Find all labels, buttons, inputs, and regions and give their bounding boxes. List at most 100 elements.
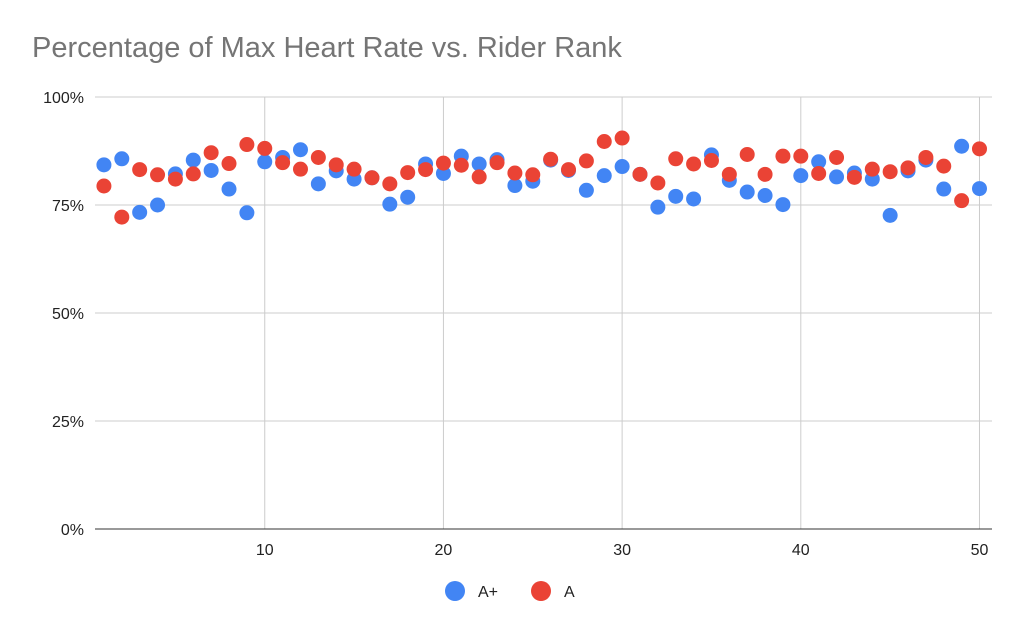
data-point-a <box>703 153 719 169</box>
data-point-a <box>918 149 934 165</box>
data-point-a-plus <box>292 142 308 158</box>
data-point-a <box>525 167 541 183</box>
data-point-a-plus <box>578 182 594 198</box>
data-point-a <box>132 162 148 178</box>
data-point-a <box>936 158 952 174</box>
y-tick-label: 75% <box>52 198 84 215</box>
data-point-a <box>614 130 630 146</box>
data-point-a <box>328 157 344 173</box>
data-point-a <box>846 169 862 185</box>
data-point-a-plus <box>614 159 630 175</box>
data-point-a <box>775 148 791 164</box>
data-point-a <box>739 146 755 162</box>
data-point-a <box>507 165 523 181</box>
data-point-a <box>382 176 398 192</box>
data-point-a <box>185 166 201 182</box>
data-point-a <box>954 193 970 209</box>
data-point-a-plus <box>114 151 130 167</box>
data-point-a <box>239 137 255 153</box>
x-tick-label: 40 <box>792 542 810 559</box>
axes: 0% 25% 50% 75% 100% 10 20 30 40 50 <box>43 90 992 559</box>
data-point-a-plus <box>435 165 451 181</box>
x-tick-label: 20 <box>435 542 453 559</box>
data-point-a <box>471 169 487 185</box>
y-tick-label: 50% <box>52 306 84 323</box>
data-point-a-plus <box>757 187 773 203</box>
data-point-a-plus <box>793 168 809 184</box>
data-point-a <box>96 178 112 194</box>
chart-title: Percentage of Max Heart Rate vs. Rider R… <box>32 32 622 64</box>
data-point-a <box>882 164 898 180</box>
data-point-a-plus <box>668 188 684 204</box>
data-point-a-plus <box>954 138 970 154</box>
data-point-a <box>971 141 987 157</box>
data-point-a-plus <box>400 189 416 205</box>
legend-item-a-plus[interactable]: A+ <box>445 581 498 601</box>
data-point-a <box>864 161 880 177</box>
data-point-a <box>596 133 612 149</box>
data-point-a <box>167 171 183 187</box>
data-point-a-plus <box>971 181 987 197</box>
data-point-a-plus <box>650 199 666 215</box>
data-point-a-plus <box>150 197 166 213</box>
data-point-a <box>900 160 916 176</box>
data-point-a-plus <box>221 181 237 197</box>
data-point-a <box>578 153 594 169</box>
data-point-a <box>346 161 362 177</box>
legend-item-a[interactable]: A <box>531 581 575 601</box>
data-point-a-plus <box>829 169 845 185</box>
data-point-a <box>650 175 666 191</box>
data-point-a <box>310 149 326 165</box>
data-point-a <box>453 157 469 173</box>
data-point-a <box>561 162 577 178</box>
data-point-a <box>275 155 291 171</box>
data-points <box>96 130 987 225</box>
data-point-a <box>757 166 773 182</box>
y-tick-label: 100% <box>43 90 84 107</box>
data-point-a-plus <box>739 184 755 200</box>
data-point-a-plus <box>775 197 791 213</box>
legend[interactable]: A+ A <box>445 581 575 601</box>
legend-label: A <box>564 584 575 601</box>
legend-label: A+ <box>478 584 498 601</box>
data-point-a <box>203 145 219 161</box>
legend-marker <box>531 581 551 601</box>
data-point-a <box>668 151 684 167</box>
data-point-a <box>721 166 737 182</box>
x-tick-label: 30 <box>613 542 631 559</box>
data-point-a <box>221 156 237 172</box>
data-point-a-plus <box>310 176 326 192</box>
data-point-a <box>489 155 505 171</box>
data-point-a <box>364 170 380 186</box>
data-point-a <box>150 167 166 183</box>
data-point-a-plus <box>203 162 219 178</box>
data-point-a-plus <box>132 204 148 220</box>
data-point-a-plus <box>471 156 487 172</box>
data-point-a-plus <box>239 205 255 221</box>
y-tick-label: 0% <box>61 522 84 539</box>
data-point-a <box>418 162 434 178</box>
data-point-a <box>543 151 559 167</box>
data-point-a-plus <box>936 181 952 197</box>
data-point-a <box>829 149 845 165</box>
data-point-a-plus <box>596 168 612 184</box>
data-point-a <box>257 140 273 156</box>
data-point-a-plus <box>507 178 523 194</box>
data-point-a <box>793 148 809 164</box>
data-point-a-plus <box>382 196 398 212</box>
legend-marker <box>445 581 465 601</box>
x-tick-label: 50 <box>971 542 989 559</box>
data-point-a <box>435 155 451 171</box>
data-point-a-plus <box>257 154 273 170</box>
data-point-a <box>292 161 308 177</box>
data-point-a <box>400 165 416 181</box>
data-point-a <box>114 209 130 225</box>
data-point-a-plus <box>96 157 112 173</box>
data-point-a-plus <box>686 191 702 207</box>
data-point-a <box>811 165 827 181</box>
x-tick-label: 10 <box>256 542 274 559</box>
data-point-a-plus <box>811 154 827 170</box>
data-point-a-plus <box>185 152 201 168</box>
